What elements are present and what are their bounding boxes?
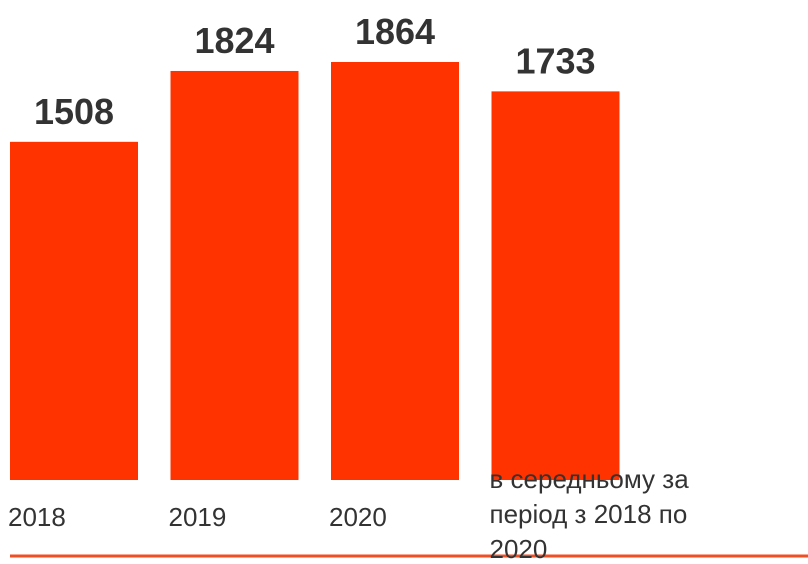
bar <box>331 61 459 481</box>
value-label: 1733 <box>515 40 595 81</box>
category-label: 2018 <box>8 502 66 532</box>
bar <box>491 91 620 480</box>
value-label: 1864 <box>355 11 435 52</box>
bar <box>170 70 299 480</box>
value-label: 1508 <box>34 91 114 132</box>
category-label: 2019 <box>168 502 227 532</box>
value-label: 1824 <box>194 20 274 61</box>
bar <box>10 141 138 480</box>
category-label: 2020 <box>329 502 387 532</box>
category-label: в середньому за період з 2018 по 2020 <box>489 464 689 564</box>
